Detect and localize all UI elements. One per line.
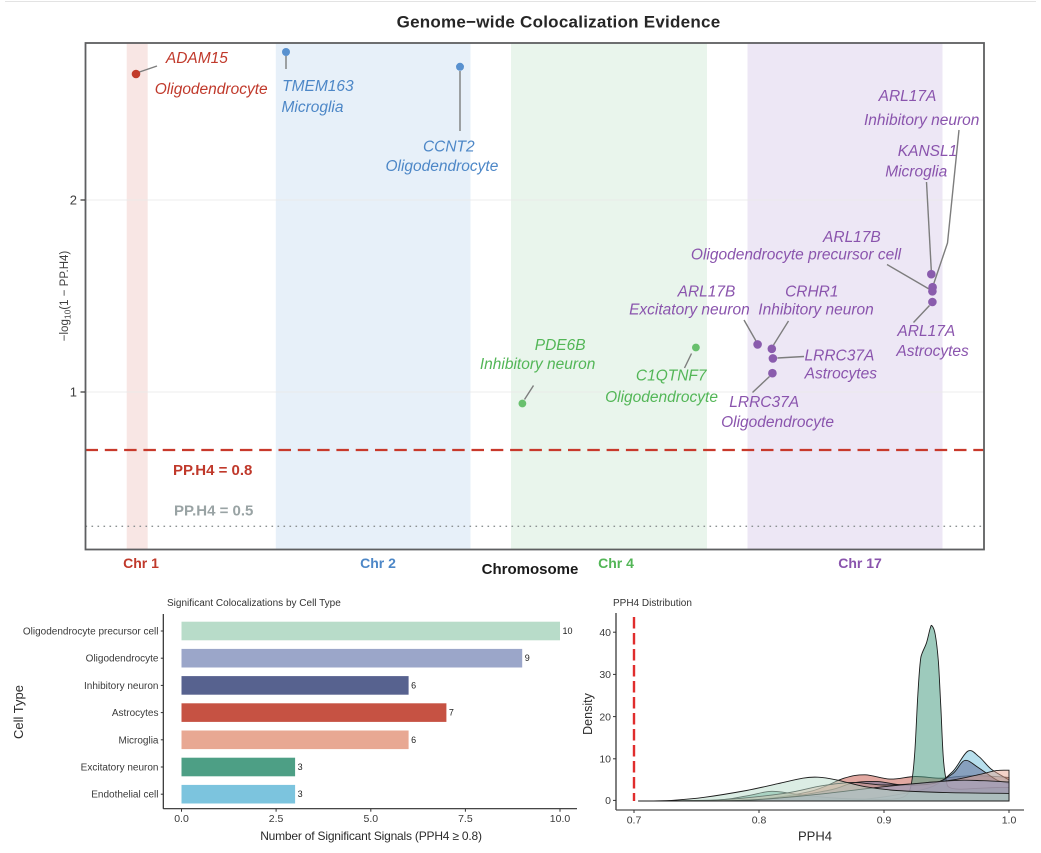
svg-text:Excitatory neuron: Excitatory neuron — [81, 763, 159, 774]
svg-text:Oligodendrocyte: Oligodendrocyte — [155, 81, 268, 98]
svg-text:Oligodendrocyte precursor cell: Oligodendrocyte precursor cell — [23, 627, 159, 638]
svg-text:6: 6 — [411, 680, 416, 690]
svg-text:30: 30 — [599, 669, 611, 681]
svg-text:Chromosome: Chromosome — [482, 561, 579, 578]
svg-text:3: 3 — [298, 789, 303, 799]
svg-text:2.5: 2.5 — [269, 813, 284, 825]
svg-text:Oligodendrocyte: Oligodendrocyte — [385, 158, 498, 175]
svg-text:40: 40 — [599, 627, 611, 639]
svg-text:Inhibitory neuron: Inhibitory neuron — [864, 112, 979, 129]
svg-text:Chr 4: Chr 4 — [598, 555, 634, 571]
svg-text:ARL17B: ARL17B — [677, 284, 736, 301]
svg-text:Endothelial cell: Endothelial cell — [91, 790, 158, 801]
svg-text:PP.H4 = 0.5: PP.H4 = 0.5 — [174, 503, 253, 520]
svg-text:Microglia: Microglia — [118, 735, 158, 746]
svg-text:ARL17B: ARL17B — [822, 229, 881, 246]
svg-text:3: 3 — [298, 762, 303, 772]
svg-text:PPH4: PPH4 — [798, 829, 832, 844]
svg-text:Genome−wide Colocalization Evi: Genome−wide Colocalization Evidence — [397, 13, 721, 32]
svg-text:PPH4 Distribution: PPH4 Distribution — [613, 598, 692, 609]
svg-text:Oligodendrocyte: Oligodendrocyte — [721, 414, 834, 431]
svg-text:Inhibitory neuron: Inhibitory neuron — [758, 302, 873, 319]
svg-text:Oligodendrocyte: Oligodendrocyte — [86, 654, 159, 665]
svg-text:Number of Significant Signals: Number of Significant Signals (PPH4 ≥ 0.… — [260, 829, 482, 843]
svg-text:0.7: 0.7 — [627, 815, 642, 827]
svg-text:PP.H4 = 0.8: PP.H4 = 0.8 — [173, 462, 252, 479]
svg-text:KANSL1: KANSL1 — [898, 143, 957, 160]
svg-text:Inhibitory neuron: Inhibitory neuron — [84, 681, 159, 692]
svg-text:Significant Colocalizations by: Significant Colocalizations by Cell Type — [167, 598, 341, 609]
svg-text:1: 1 — [70, 385, 77, 400]
svg-text:CCNT2: CCNT2 — [423, 139, 475, 156]
svg-text:7.5: 7.5 — [458, 813, 473, 825]
svg-text:TMEM163: TMEM163 — [282, 78, 354, 95]
svg-text:Microglia: Microglia — [281, 99, 343, 116]
svg-text:Inhibitory neuron: Inhibitory neuron — [480, 356, 595, 373]
svg-text:10.0: 10.0 — [550, 813, 571, 825]
svg-text:1.0: 1.0 — [1002, 815, 1017, 827]
svg-text:10: 10 — [563, 626, 573, 636]
svg-text:Chr 1: Chr 1 — [123, 555, 159, 571]
svg-text:ARL17A: ARL17A — [878, 88, 937, 105]
svg-text:−log10(1 − PP.H4): −log10(1 − PP.H4) — [59, 251, 73, 342]
svg-text:Chr 2: Chr 2 — [360, 555, 396, 571]
svg-text:0: 0 — [605, 795, 611, 807]
svg-text:Chr 17: Chr 17 — [838, 555, 882, 571]
svg-text:C1QTNF7: C1QTNF7 — [636, 368, 708, 385]
svg-text:Excitatory neuron: Excitatory neuron — [629, 302, 750, 319]
svg-text:2: 2 — [70, 193, 77, 208]
svg-text:LRRC37A: LRRC37A — [805, 348, 875, 365]
svg-text:0.0: 0.0 — [174, 813, 189, 825]
svg-text:Astrocytes: Astrocytes — [112, 708, 159, 719]
svg-text:PDE6B: PDE6B — [535, 337, 586, 354]
svg-text:5.0: 5.0 — [363, 813, 378, 825]
svg-text:7: 7 — [449, 708, 454, 718]
svg-text:CRHR1: CRHR1 — [785, 284, 838, 301]
svg-text:10: 10 — [599, 754, 611, 766]
svg-text:Astrocytes: Astrocytes — [895, 343, 969, 360]
svg-text:20: 20 — [599, 711, 611, 723]
svg-text:9: 9 — [525, 653, 530, 663]
svg-text:LRRC37A: LRRC37A — [729, 394, 799, 411]
svg-text:0.8: 0.8 — [752, 815, 767, 827]
svg-text:Cell Type: Cell Type — [11, 685, 26, 739]
svg-text:Oligodendrocyte precursor cell: Oligodendrocyte precursor cell — [691, 247, 902, 264]
svg-text:ARL17A: ARL17A — [896, 323, 955, 340]
svg-text:ADAM15: ADAM15 — [165, 50, 228, 67]
svg-text:0.9: 0.9 — [877, 815, 892, 827]
svg-text:Oligodendrocyte: Oligodendrocyte — [605, 389, 718, 406]
svg-text:Density: Density — [581, 692, 595, 734]
svg-text:Astrocytes: Astrocytes — [804, 366, 878, 383]
svg-text:Microglia: Microglia — [885, 164, 947, 181]
svg-text:6: 6 — [411, 735, 416, 745]
